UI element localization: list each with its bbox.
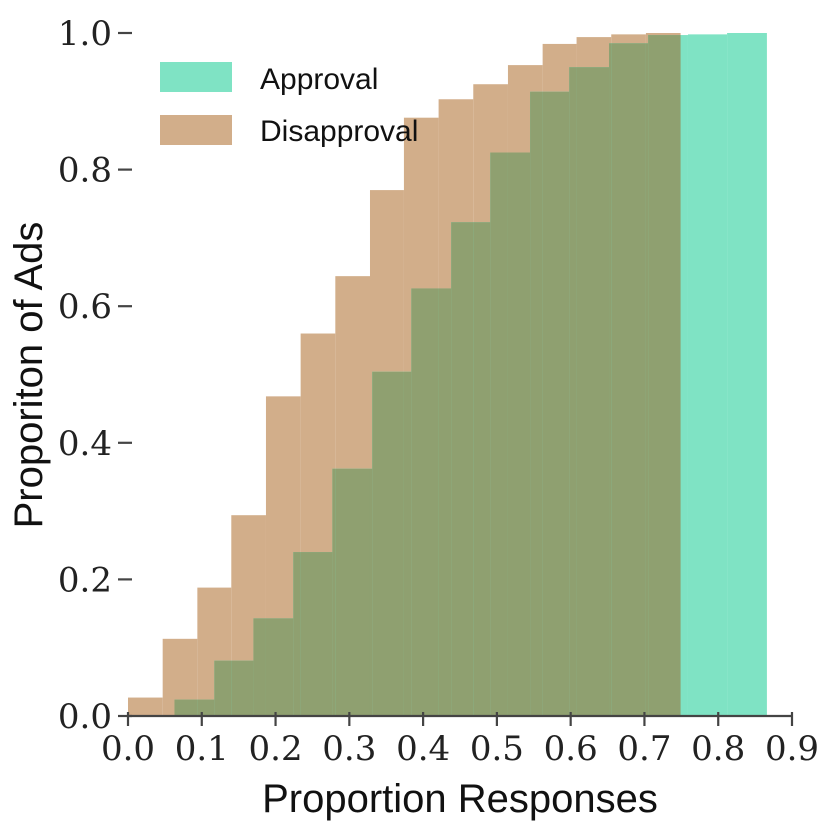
overlap-bar-20 xyxy=(507,152,531,716)
legend-label-disapproval: Disapproval xyxy=(260,115,418,148)
overlap-bar-14 xyxy=(403,371,412,716)
overlap-bar-12 xyxy=(369,468,373,716)
y-tick-label-4: 0.8 xyxy=(58,151,112,191)
overlap-bar-18 xyxy=(473,222,491,717)
overlap-bar-3 xyxy=(197,699,215,716)
y-tick-label-3: 0.6 xyxy=(58,287,112,327)
y-tick-label-0: 0.0 xyxy=(58,697,112,737)
overlap-bar-6 xyxy=(253,618,266,716)
legend-label-approval: Approval xyxy=(260,63,378,96)
x-axis-title: Proportion Responses xyxy=(262,777,658,821)
approval-bar-13 xyxy=(687,34,728,716)
disapproval-bar-0 xyxy=(128,697,163,716)
overlap-bar-17 xyxy=(451,222,474,717)
overlap-bar-24 xyxy=(576,67,610,716)
plot-bars xyxy=(128,33,767,717)
x-tick-label-5: 0.5 xyxy=(470,729,524,769)
legend: Approval Disapproval xyxy=(160,62,418,148)
y-tick-label-5: 1.0 xyxy=(58,14,112,54)
x-ticks: 0.0 0.1 0.2 0.3 0.4 0.5 0.6 0.7 0.8 0.9 xyxy=(101,712,819,769)
y-axis-title: Proporiton of Ads xyxy=(7,222,51,529)
approval-bar-14 xyxy=(727,33,767,716)
overlap-bar-22 xyxy=(542,91,570,717)
legend-swatch-approval xyxy=(160,62,232,92)
overlap-bar-21 xyxy=(530,91,543,717)
overlap-bar-16 xyxy=(438,288,452,716)
overlap-bar-27 xyxy=(645,43,649,717)
overlap-bar-15 xyxy=(411,288,439,716)
overlap-bar-4 xyxy=(214,660,232,716)
x-tick-label-9: 0.9 xyxy=(765,729,819,769)
x-tick-label-2: 0.2 xyxy=(249,729,303,769)
y-tick-label-2: 0.4 xyxy=(58,424,112,464)
x-tick-label-4: 0.4 xyxy=(396,729,450,769)
overlap-bar-9 xyxy=(300,552,333,716)
x-tick-label-0: 0.0 xyxy=(101,729,155,769)
overlap-bar-28 xyxy=(648,35,681,716)
overlap-bar-23 xyxy=(569,67,577,716)
legend-swatch-disapproval xyxy=(160,115,232,145)
y-ticks: 0.0 0.2 0.4 0.6 0.8 1.0 xyxy=(58,14,132,737)
overlap-bar-7 xyxy=(265,618,294,716)
overlap-bar-11 xyxy=(335,468,370,716)
overlap-bar-13 xyxy=(372,371,404,716)
overlap-bar-19 xyxy=(490,152,508,716)
x-tick-label-3: 0.3 xyxy=(322,729,376,769)
x-tick-label-7: 0.7 xyxy=(617,729,671,769)
overlap-bar-2 xyxy=(174,699,198,716)
overlap-bar-26 xyxy=(611,43,646,717)
y-tick-label-1: 0.2 xyxy=(58,560,112,600)
overlap-bar-8 xyxy=(293,552,301,716)
overlap-bar-5 xyxy=(231,660,254,716)
x-tick-label-6: 0.6 xyxy=(544,729,598,769)
x-tick-label-8: 0.8 xyxy=(691,729,745,769)
x-tick-label-1: 0.1 xyxy=(175,729,229,769)
overlap-bar-10 xyxy=(332,468,336,716)
overlap-bar-25 xyxy=(609,43,612,717)
